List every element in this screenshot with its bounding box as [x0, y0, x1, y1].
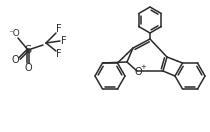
Text: F: F: [61, 36, 67, 46]
Text: F: F: [56, 24, 62, 34]
Text: O: O: [134, 67, 142, 77]
Text: O: O: [24, 63, 32, 73]
Text: +: +: [140, 64, 146, 70]
Text: ⁻O: ⁻O: [8, 29, 20, 39]
Text: F: F: [56, 49, 62, 59]
Text: O: O: [12, 55, 19, 65]
Text: S: S: [24, 45, 32, 55]
